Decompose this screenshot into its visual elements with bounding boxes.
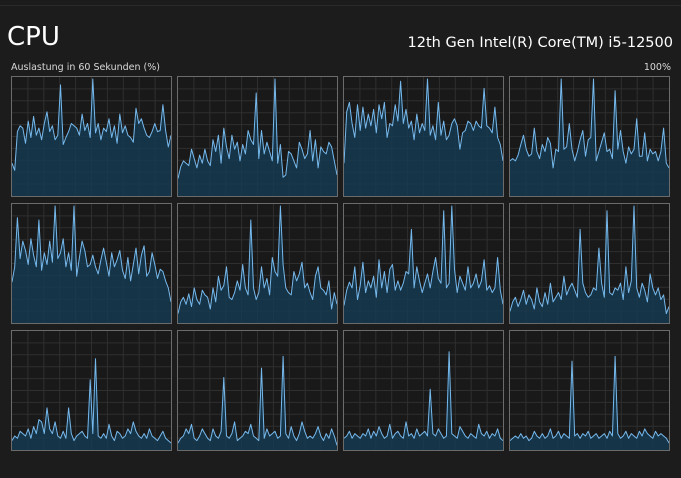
cpu-core-graph — [509, 203, 670, 324]
utilization-area — [344, 206, 503, 323]
utilization-area — [510, 79, 669, 196]
cpu-core-graph — [11, 203, 172, 324]
cpu-core-graph — [509, 76, 670, 197]
utilization-area — [12, 358, 171, 450]
window-top-separator — [0, 5, 681, 6]
utilization-line — [178, 355, 337, 446]
utilization-axis-label: Auslastung in 60 Sekunden (%) — [11, 62, 160, 73]
page-title: CPU — [7, 22, 60, 52]
utilization-area — [344, 351, 503, 450]
utilization-line — [12, 78, 171, 171]
utilization-line — [344, 205, 503, 306]
cpu-core-graph — [11, 330, 172, 451]
utilization-max-label: 100% — [643, 62, 671, 73]
logical-processor-graph-grid[interactable] — [11, 76, 671, 456]
utilization-area — [12, 79, 171, 196]
cpu-core-graph — [509, 330, 670, 451]
utilization-area — [178, 356, 337, 450]
cpu-core-graph — [11, 76, 172, 197]
utilization-line — [510, 205, 669, 315]
utilization-line — [510, 355, 669, 444]
cpu-core-graph — [343, 203, 504, 324]
cpu-core-graph — [177, 203, 338, 324]
utilization-area — [510, 206, 669, 323]
cpu-core-graph — [177, 330, 338, 451]
cpu-core-graph — [177, 76, 338, 197]
utilization-line — [344, 78, 503, 164]
processor-name: 12th Gen Intel(R) Core(TM) i5-12500 — [407, 35, 673, 51]
utilization-area — [12, 206, 171, 323]
utilization-area — [510, 356, 669, 450]
utilization-line — [344, 351, 503, 441]
utilization-line — [12, 205, 171, 302]
utilization-line — [178, 205, 337, 314]
utilization-line — [510, 78, 669, 169]
utilization-line — [178, 78, 337, 179]
cpu-core-graph — [343, 330, 504, 451]
utilization-area — [178, 206, 337, 323]
utilization-line — [12, 358, 171, 444]
cpu-core-graph — [343, 76, 504, 197]
